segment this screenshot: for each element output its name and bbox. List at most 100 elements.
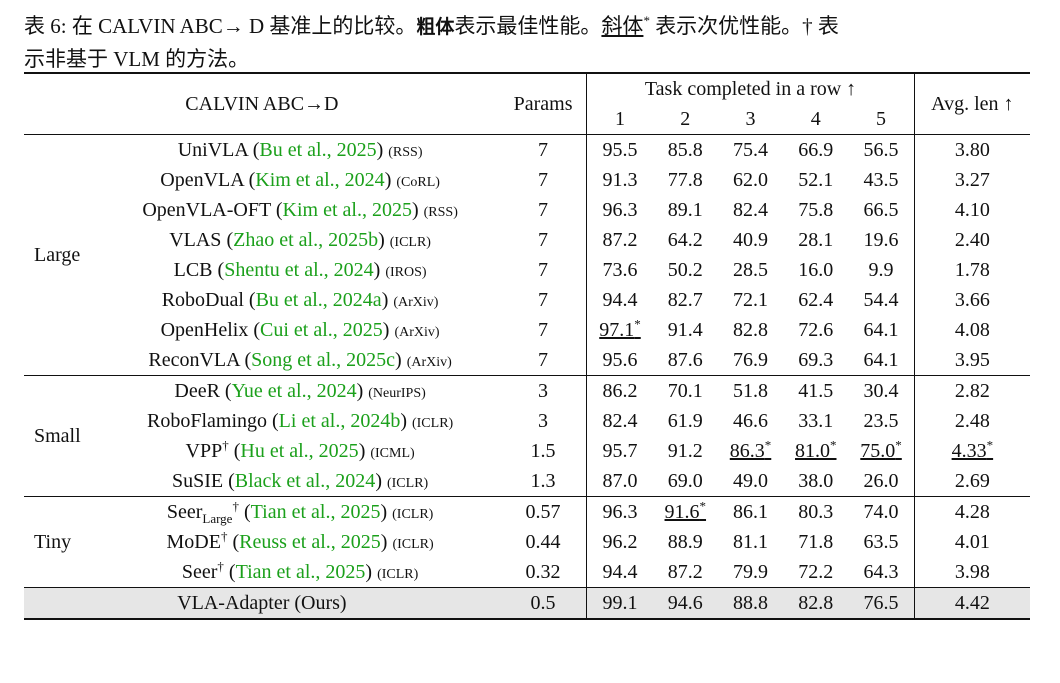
task-value-5: 66.5 <box>863 198 899 221</box>
task-value-5: 75.0* <box>848 436 914 466</box>
table-row: OpenVLA-OFT (Kim et al., 2025) (RSS) 7 96.… <box>24 195 1030 225</box>
group-label: Small <box>24 375 101 497</box>
table-row: VPP† (Hu et al., 2025) (ICML) 1.5 95.7 91.2… <box>24 436 1030 466</box>
citation-link[interactable]: Black et al., 2024 <box>234 469 376 492</box>
params-cell: 1.3 <box>530 469 556 492</box>
citation-link[interactable]: Tian et al., 2025 <box>235 560 366 583</box>
task-value-1: 99.1 <box>586 587 653 620</box>
task-value-1: 82.4 <box>586 406 653 436</box>
task-value-2: 64.2 <box>667 228 703 251</box>
venue: (ICLR) <box>386 475 429 491</box>
citation-link[interactable]: Reuss et al., 2025 <box>239 530 381 553</box>
avg-len-cell: 4.28 <box>913 496 1030 527</box>
header-col-4: 4 <box>810 107 821 130</box>
method-cell: DeeR (Yue et al., 2024) (NeurIPS) <box>100 375 500 406</box>
caption-bold: 粗体 <box>416 16 455 38</box>
task-value-1: 91.3 <box>586 165 653 195</box>
avg-len-cell: 4.01 <box>913 527 1030 557</box>
header-col-2: 2 <box>680 107 691 130</box>
venue: (NeurIPS) <box>368 385 426 401</box>
method-name: ReconVLA <box>148 348 240 371</box>
citation-link[interactable]: Li et al., 2024b <box>278 409 401 432</box>
task-value-2: 61.9 <box>667 409 703 432</box>
task-value-5: 64.1 <box>863 348 899 371</box>
avg-len-cell: 3.27 <box>913 165 1030 195</box>
method-cell: OpenHelix (Cui et al., 2025) (ArXiv) <box>160 318 440 341</box>
params-cell: 1.5 <box>530 439 556 462</box>
citation-link[interactable]: Tian et al., 2025 <box>250 500 381 523</box>
header-benchmark: CALVIN ABC→D <box>24 72 500 135</box>
citation-link[interactable]: Bu et al., 2024a <box>255 288 382 311</box>
task-value-2: 89.1 <box>667 198 703 221</box>
method-cell: SeerLarge† (Tian et al., 2025) (ICLR) <box>100 496 500 527</box>
method-name: OpenHelix <box>160 318 249 341</box>
citation-link[interactable]: Kim et al., 2024 <box>255 168 385 191</box>
method-name: VLAS <box>169 228 222 251</box>
params-cell: 3 <box>499 375 587 406</box>
venue: (ICLR) <box>377 566 419 582</box>
task-value-3: 72.1 <box>733 288 769 311</box>
task-value-3: 76.9 <box>733 348 769 371</box>
task-value-2: 91.4 <box>667 318 703 341</box>
params-cell: 7 <box>538 198 549 221</box>
method-cell: OpenVLA (Kim et al., 2024) (CoRL) <box>160 168 440 191</box>
table-row: RoboDual (Bu et al., 2024a) (ArXiv) 7 94.4… <box>24 285 1030 315</box>
task-value-3: 86.3* <box>718 436 783 466</box>
avg-len-cell: 3.80 <box>913 134 1030 165</box>
method-name: OpenVLA-OFT <box>142 198 271 221</box>
venue: (ArXiv) <box>393 294 439 310</box>
avg-len-cell: 1.78 <box>913 255 1030 285</box>
task-value-3: 46.6 <box>733 409 769 432</box>
table-row: OpenHelix (Cui et al., 2025) (ArXiv) 7 97.… <box>24 315 1030 345</box>
method-cell: RoboDual (Bu et al., 2024a) (ArXiv) <box>161 288 439 311</box>
table-row: ReconVLA (Song et al., 2025c) (ArXiv) 7 95… <box>24 345 1030 376</box>
citation-link[interactable]: Song et al., 2025c <box>251 348 396 371</box>
venue: (ICLR) <box>389 234 431 250</box>
task-value-5: 64.1 <box>863 318 899 341</box>
second-best-value: 4.33* <box>951 436 994 462</box>
task-value-5: 30.4 <box>848 375 915 406</box>
avg-len-cell: 4.10 <box>913 195 1030 225</box>
task-value-1: 96.3 <box>586 496 653 527</box>
citation-link[interactable]: Bu et al., 2025 <box>259 138 377 161</box>
table-row: VLAS (Zhao et al., 2025b) (ICLR) 7 87.2 64.… <box>24 225 1030 255</box>
table-row: OpenVLA (Kim et al., 2024) (CoRL) 7 91.3 77… <box>24 165 1030 195</box>
avg-len-cell: 2.69 <box>913 466 1030 497</box>
header-col-1: 1 <box>586 104 653 135</box>
method-name: UniVLA <box>177 138 248 161</box>
citation-link[interactable]: Kim et al., 2025 <box>282 198 412 221</box>
table-row: MoDE† (Reuss et al., 2025) (ICLR) 0.44 96.… <box>24 527 1030 557</box>
task-value-4: 75.8 <box>798 198 834 221</box>
task-value-1: 94.4 <box>586 557 653 588</box>
method-name: LCB <box>173 258 213 281</box>
task-value-2: 50.2 <box>667 258 703 281</box>
task-value-4: 71.8 <box>798 530 834 553</box>
caption-mid: 表示最佳性能。 <box>454 14 602 38</box>
task-value-2: 91.2 <box>667 439 703 462</box>
task-value-3: 62.0 <box>733 168 769 191</box>
method-cell: Seer† (Tian et al., 2025) (ICLR) <box>181 557 419 583</box>
citation-link[interactable]: Cui et al., 2025 <box>260 318 383 341</box>
caption-rest1: 表示次优性能。† 表 <box>649 14 839 38</box>
task-value-4: 80.3 <box>783 496 849 527</box>
task-value-4: 72.2 <box>798 560 834 583</box>
task-value-2: 91.6* <box>652 496 718 527</box>
task-value-5: 19.6 <box>863 228 899 251</box>
citation-link[interactable]: Hu et al., 2025 <box>240 439 359 462</box>
citation-link[interactable]: Yue et al., 2024 <box>231 379 357 402</box>
task-value-3: 49.0 <box>733 469 769 492</box>
task-value-5: 54.4 <box>863 288 899 311</box>
task-value-3: 86.1 <box>717 496 784 527</box>
task-value-5: 64.3 <box>863 560 899 583</box>
task-value-3: 75.4 <box>717 134 784 165</box>
header-task: Task completed in a row ↑ <box>586 72 915 104</box>
venue: (ArXiv) <box>394 324 440 340</box>
citation-link[interactable]: Zhao et al., 2025b <box>233 228 379 251</box>
table-row: Small DeeR (Yue et al., 2024) (NeurIPS) 3 8… <box>24 375 1030 497</box>
citation-link[interactable]: Shentu et al., 2024 <box>224 258 374 281</box>
venue: (ICLR) <box>392 506 434 522</box>
task-value-2: 85.8 <box>652 134 718 165</box>
avg-len-cell: 4.08 <box>913 315 1030 345</box>
second-best-value: 86.3* <box>729 436 772 462</box>
method-name: VPP <box>185 439 223 462</box>
